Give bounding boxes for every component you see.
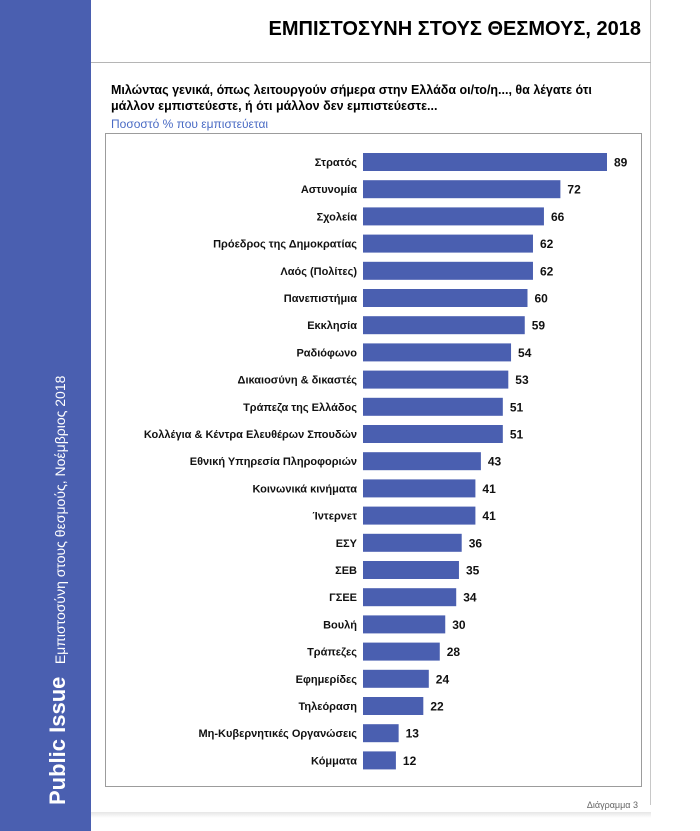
category-label: Τράπεζα της Ελλάδος: [243, 402, 357, 414]
category-label: Μη-Κυβερνητικές Οργανώσεις: [199, 728, 358, 740]
bar: [363, 153, 607, 171]
category-label: Λαός (Πολίτες): [280, 266, 357, 278]
bar: [363, 452, 481, 471]
category-label: Εθνική Υπηρεσία Πληροφοριών: [190, 456, 357, 468]
metric-label: Ποσοστό % που εμπιστεύεται: [111, 117, 269, 131]
bar: [363, 180, 561, 199]
category-label: Αστυνομία: [301, 184, 357, 196]
value-label: 41: [482, 482, 496, 496]
category-label: ΕΣΥ: [336, 538, 358, 550]
bar: [363, 234, 533, 253]
bar: [363, 669, 429, 688]
value-label: 43: [488, 455, 502, 469]
bar: [363, 615, 446, 634]
bar: [363, 261, 533, 280]
value-label: 51: [510, 428, 524, 442]
figure-caption: Διάγραμμα 3: [586, 800, 638, 810]
value-label: 24: [436, 672, 450, 686]
value-label: 72: [567, 183, 581, 197]
chart-frame: [105, 133, 642, 787]
survey-question: Μιλώντας γενικά, όπως λειτουργούν σήμερα…: [111, 83, 592, 113]
category-label: Τηλεόραση: [299, 701, 358, 713]
value-label: 22: [430, 700, 444, 714]
sidebar-band: Public Issue Εμπιστοσύνη στους θεσμούς, …: [0, 0, 91, 831]
bar: [363, 343, 512, 362]
bar: [363, 289, 528, 307]
value-label: 30: [452, 618, 466, 632]
category-label: Εκκλησία: [307, 320, 357, 332]
value-label: 41: [482, 509, 496, 523]
value-label: 28: [447, 645, 461, 659]
value-label: 51: [510, 400, 524, 414]
value-label: 62: [540, 237, 554, 251]
page-title: ΕΜΠΙΣΤΟΣΥΝΗ ΣΤΟΥΣ ΘΕΣΜΟΥΣ, 2018: [268, 18, 641, 40]
category-label: ΣΕΒ: [335, 565, 357, 577]
category-label: Ραδιόφωνο: [296, 347, 357, 359]
bar: [363, 561, 459, 579]
page-bottom-shadow: [91, 812, 651, 818]
category-label: Εφημερίδες: [296, 674, 358, 686]
bar: [363, 588, 457, 607]
bar: [363, 506, 476, 525]
bar: [363, 397, 503, 416]
category-label: Κόμματα: [311, 755, 357, 767]
category-label: Βουλή: [323, 619, 357, 631]
value-label: 34: [463, 591, 477, 605]
bar: [363, 751, 396, 770]
value-label: 36: [469, 536, 483, 550]
value-label: 59: [532, 319, 546, 333]
category-label: Πανεπιστήμια: [284, 293, 357, 305]
bar: [363, 207, 544, 226]
category-label: Κολλέγια & Κέντρα Ελευθέρων Σπουδών: [144, 429, 357, 441]
value-label: 35: [466, 564, 480, 578]
value-label: 13: [406, 727, 420, 741]
right-border: [650, 0, 651, 805]
bar: [363, 642, 440, 661]
bar: [363, 370, 509, 389]
value-label: 54: [518, 346, 532, 360]
category-label: Δικαιοσύνη & δικαστές: [238, 375, 358, 387]
bar: [363, 533, 462, 552]
value-label: 62: [540, 264, 554, 278]
category-label: Στρατός: [315, 157, 358, 169]
category-label: ΓΣΕΕ: [329, 592, 357, 604]
value-label: 66: [551, 210, 565, 224]
bar: [363, 479, 476, 498]
bar: [363, 316, 525, 335]
bar: [363, 425, 503, 443]
category-label: Πρόεδρος της Δημοκρατίας: [213, 239, 357, 251]
value-label: 53: [515, 373, 529, 387]
value-label: 89: [614, 156, 628, 170]
value-label: 12: [403, 754, 417, 768]
category-label: Κοινωνικά κινήματα: [252, 483, 357, 495]
category-label: Σχολεία: [317, 211, 358, 223]
bar: [363, 724, 399, 743]
category-label: Τράπεζες: [307, 647, 357, 659]
title-divider: [91, 62, 651, 63]
value-label: 60: [534, 292, 548, 306]
category-label: Ίντερνετ: [312, 511, 357, 523]
bar: [363, 697, 424, 715]
